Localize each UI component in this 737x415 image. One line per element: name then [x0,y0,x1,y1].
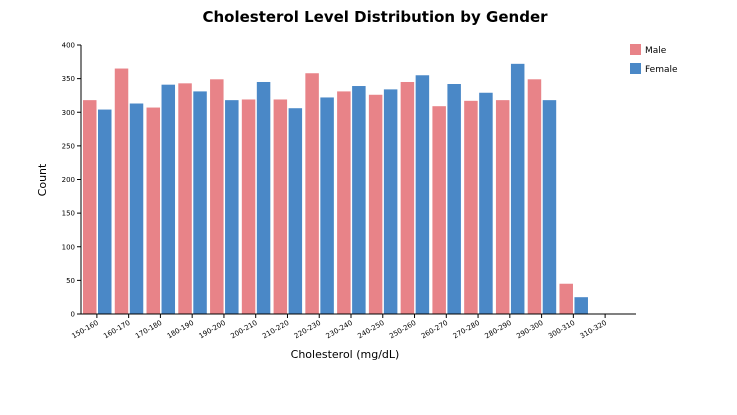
x-tick-label: 150-160 [71,319,100,341]
bar-female-270-280 [479,92,493,314]
bar-male-260-270 [432,106,446,314]
bar-female-210-220 [288,108,303,314]
bar-male-220-230 [305,73,319,315]
bar-male-280-290 [495,100,510,315]
bar-male-230-240 [337,91,351,314]
x-tick-label: 230-240 [325,319,354,341]
legend-label-female: Female [645,65,678,75]
bar-female-190-200 [225,100,239,315]
bar-female-300-310 [574,297,588,314]
x-tick-label: 220-230 [293,319,322,341]
bar-female-180-190 [193,91,207,314]
y-tick-label: 350 [62,75,75,83]
bar-female-250-260 [415,75,430,314]
plot-area [83,63,588,315]
x-tick-label: 280-290 [483,319,512,341]
bar-female-170-180 [161,84,176,315]
y-axis: 0 50 100 150 200 250 300 350 400 [62,42,82,319]
x-axis: 150-160 160-170 170-180 180-190 190-200 200-2… [71,313,636,341]
y-tick-label: 0 [71,311,75,319]
bar-female-160-170 [129,103,144,314]
x-tick-label: 210-220 [261,319,290,341]
bar-female-200-210 [256,81,271,314]
bar-male-170-180 [146,107,161,314]
bar-male-210-220 [273,99,288,314]
bar-female-150-160 [98,109,112,314]
legend-label-male: Male [645,46,667,56]
y-axis-label: Count [36,163,49,196]
x-tick-label: 180-190 [166,319,195,341]
bar-female-240-250 [383,89,398,314]
x-axis-label: Cholesterol (mg/dL) [291,348,400,361]
y-tick-label: 150 [62,210,75,218]
bar-male-240-250 [368,94,383,314]
bar-female-260-270 [447,84,461,314]
legend-swatch-female [630,63,641,74]
bar-female-230-240 [352,86,366,315]
x-tick-label: 250-260 [388,319,417,341]
y-tick-label: 250 [62,142,75,150]
y-tick-label: 300 [62,109,75,117]
x-tick-label: 160-170 [102,319,131,341]
bar-male-270-280 [464,100,478,314]
bar-male-250-260 [400,81,415,314]
y-tick-label: 100 [62,243,75,251]
y-tick-label: 400 [62,42,75,50]
x-tick-label: 190-200 [198,319,227,341]
bar-male-150-160 [83,100,97,315]
bar-male-200-210 [241,99,256,314]
x-tick-label: 260-270 [420,319,449,341]
bar-female-290-300 [542,100,557,315]
x-tick-label: 290-300 [515,319,544,341]
legend: Male Female [630,44,678,75]
x-tick-label: 240-250 [356,319,385,341]
y-tick-label: 50 [66,277,75,285]
bar-male-290-300 [527,79,542,314]
x-tick-label: 170-180 [134,319,163,341]
bar-male-180-190 [178,83,192,315]
x-tick-label: 270-280 [452,319,481,341]
bar-male-160-170 [114,68,129,314]
x-tick-label: 300-310 [547,319,576,341]
bar-male-190-200 [210,79,224,314]
bar-female-280-290 [510,63,525,314]
bar-female-220-230 [320,97,334,314]
chart-title: Cholesterol Level Distribution by Gender [202,8,548,26]
bar-male-300-310 [559,283,573,314]
x-tick-label: 200-210 [229,319,258,341]
legend-swatch-male [630,44,641,55]
x-tick-label: 310-320 [579,319,608,341]
y-tick-label: 200 [62,176,75,184]
